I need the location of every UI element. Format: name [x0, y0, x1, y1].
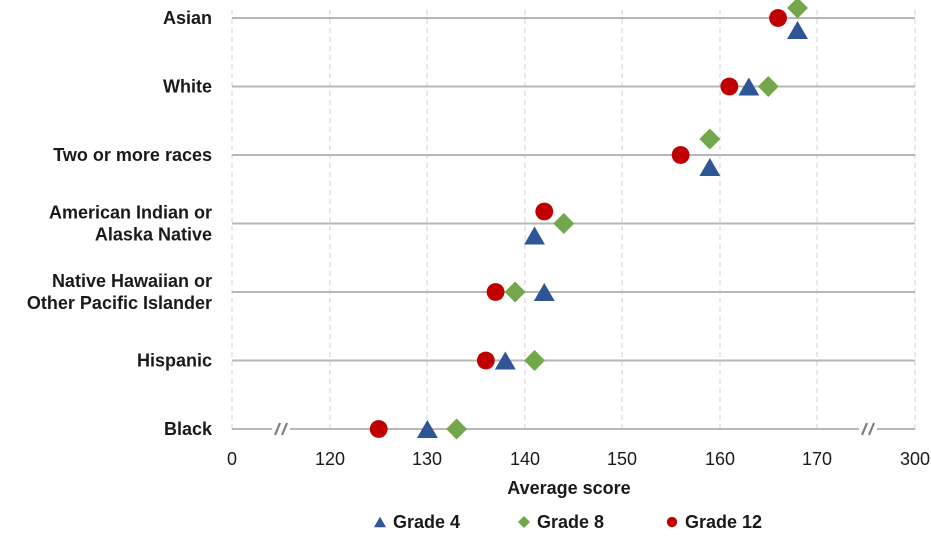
- legend-marker: [373, 516, 387, 528]
- data-point-grade-12: [769, 9, 787, 27]
- legend-label: Grade 12: [685, 512, 762, 532]
- data-point-grade-8: [504, 281, 526, 303]
- data-point-grade-8: [446, 418, 468, 440]
- data-point-grade-8: [757, 76, 779, 97]
- data-point-grade-12: [720, 77, 739, 96]
- x-tick-label: 130: [412, 449, 442, 469]
- category-label: Asian: [163, 8, 212, 28]
- x-tick-label: 0: [227, 449, 237, 469]
- data-point-grade-4: [787, 20, 808, 40]
- data-point-grade-8: [553, 213, 575, 234]
- legend-label: Grade 4: [393, 512, 460, 532]
- data-markers: [369, 0, 808, 440]
- axis-break-mark: [280, 422, 289, 436]
- data-point-grade-4: [416, 419, 438, 439]
- x-axis: 0 120 130 140 150 160 170 300: [227, 422, 930, 469]
- axis-break-mark: [867, 422, 876, 436]
- x-tick-label: 160: [705, 449, 735, 469]
- data-point-grade-4: [699, 157, 721, 177]
- data-point-grade-8: [524, 350, 545, 371]
- legend-marker: [666, 516, 678, 528]
- legend-marker: [517, 515, 531, 529]
- data-point-grade-12: [476, 351, 495, 370]
- x-tick-label: 120: [315, 449, 345, 469]
- axis-break-mark: [860, 422, 869, 436]
- x-tick-label: 140: [510, 449, 540, 469]
- category-label: White: [163, 77, 212, 97]
- x-axis-title: Average score: [507, 478, 630, 498]
- data-point-grade-12: [535, 202, 554, 221]
- data-point-grade-4: [533, 282, 555, 302]
- data-point-grade-8: [699, 128, 721, 150]
- category-label: Hispanic: [137, 351, 212, 371]
- data-point-grade-12: [671, 146, 690, 164]
- data-point-grade-4: [524, 226, 545, 245]
- category-label: American Indian or Alaska Native: [49, 203, 212, 245]
- data-point-grade-12: [486, 283, 505, 301]
- x-tick-label: 150: [607, 449, 637, 469]
- data-point-grade-8: [787, 0, 808, 19]
- data-point-grade-4: [494, 351, 516, 370]
- grid-lines: [231, 10, 916, 430]
- x-tick-label: 300: [900, 449, 930, 469]
- legend-label: Grade 8: [537, 512, 604, 532]
- category-label: Native Hawaiian or Other Pacific Islander: [27, 271, 212, 313]
- category-labels: Asian White Two or more races American Indi…: [27, 8, 213, 439]
- axis-break-mark: [273, 422, 282, 436]
- data-point-grade-4: [738, 77, 760, 96]
- category-label: Black: [164, 419, 213, 439]
- data-point-grade-12: [369, 420, 388, 438]
- legend: Grade 4 Grade 8 Grade 12: [373, 512, 762, 532]
- x-tick-label: 170: [802, 449, 832, 469]
- category-label: Two or more races: [53, 145, 212, 165]
